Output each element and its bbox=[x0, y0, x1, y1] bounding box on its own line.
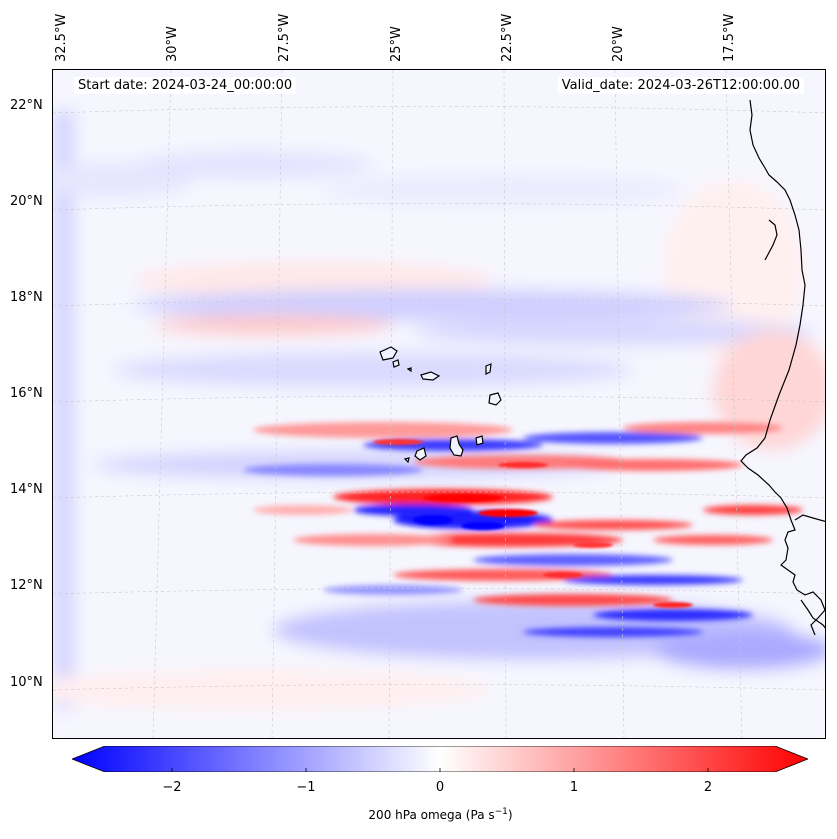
colorbar-gradient bbox=[72, 746, 808, 772]
colorbar-tick-1: 1 bbox=[569, 780, 579, 795]
broad-omega-patterns bbox=[53, 70, 825, 738]
lon-label-25w: 25°W bbox=[389, 26, 404, 62]
colorbar-tick-2: 2 bbox=[703, 780, 713, 795]
colorbar-tick-0: 0 bbox=[435, 780, 445, 795]
lat-label-10n: 10°N bbox=[10, 675, 43, 690]
convective-cells bbox=[373, 439, 693, 608]
banded-omega-patterns bbox=[243, 422, 803, 637]
omega-field-map bbox=[53, 70, 825, 738]
graticule bbox=[53, 70, 825, 738]
map-panel bbox=[52, 69, 826, 739]
lon-label-30w: 30°W bbox=[165, 26, 180, 62]
colorbar-title: 200 hPa omega (Pa s−1) bbox=[368, 807, 513, 822]
lat-label-12n: 12°N bbox=[10, 578, 43, 593]
lat-label-14n: 14°N bbox=[10, 482, 43, 497]
lon-label-20w: 20°W bbox=[611, 26, 626, 62]
colorbar-ticks bbox=[171, 768, 709, 772]
lon-label-17-5w: 17.5°W bbox=[722, 13, 737, 62]
lat-label-16n: 16°N bbox=[10, 386, 43, 401]
omega-colorbar bbox=[72, 746, 808, 772]
coastline bbox=[740, 99, 825, 636]
lat-label-18n: 18°N bbox=[10, 290, 43, 305]
lon-label-22-5w: 22.5°W bbox=[500, 13, 515, 62]
lat-label-22n: 22°N bbox=[10, 98, 43, 113]
colorbar-tick-neg1: −1 bbox=[296, 780, 316, 795]
cape-verde-islands bbox=[379, 346, 502, 464]
lat-label-20n: 20°N bbox=[10, 194, 43, 209]
colorbar-tick-neg2: −2 bbox=[162, 780, 182, 795]
lon-label-27-5w: 27.5°W bbox=[277, 13, 292, 62]
valid-date-label: Valid_date: 2024-03-26T12:00:00.00 bbox=[557, 77, 804, 94]
start-date-label: Start date: 2024-03-24_00:00:00 bbox=[74, 77, 297, 94]
lon-label-32-5w: 32.5°W bbox=[54, 13, 69, 62]
